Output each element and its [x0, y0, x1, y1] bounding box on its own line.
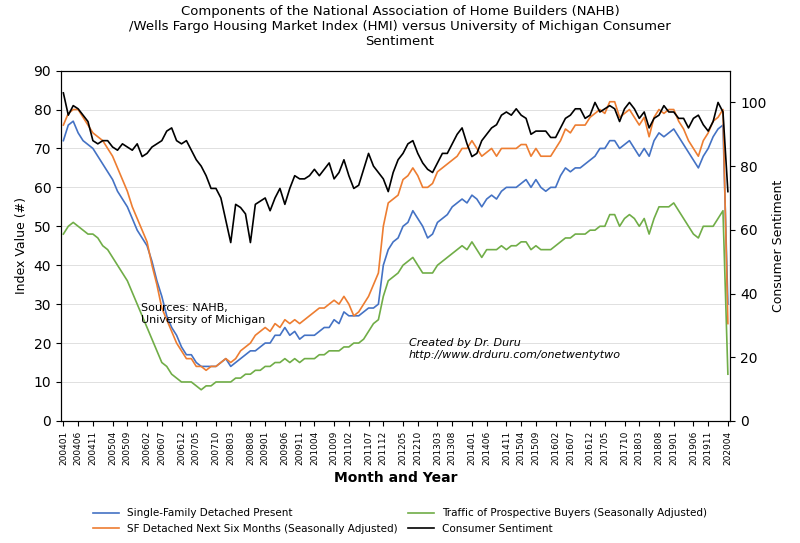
Consumer Sentiment	[58, 90, 68, 96]
Single-Family Detached Present	[69, 118, 78, 124]
SF Detached Next Six Months (Seasonally Adjusted)	[614, 114, 624, 121]
Single-Family Detached Present	[196, 363, 206, 370]
Traffic of Prospective Buyers (Seasonally Adjusted)	[196, 387, 206, 393]
Consumer Sentiment	[600, 105, 610, 112]
Consumer Sentiment	[319, 166, 329, 173]
Consumer Sentiment	[138, 153, 147, 160]
Consumer Sentiment	[226, 239, 235, 246]
SF Detached Next Six Months (Seasonally Adjusted)	[600, 110, 610, 117]
SF Detached Next Six Months (Seasonally Adjusted)	[605, 98, 614, 105]
SF Detached Next Six Months (Seasonally Adjusted)	[319, 305, 329, 311]
Y-axis label: Index Value (#): Index Value (#)	[15, 197, 28, 294]
Single-Family Detached Present	[723, 301, 733, 307]
Single-Family Detached Present	[694, 165, 703, 171]
SF Detached Next Six Months (Seasonally Adjusted)	[610, 98, 619, 105]
Text: Sources: NAHB,
University of Michigan: Sources: NAHB, University of Michigan	[142, 303, 266, 325]
Consumer Sentiment	[723, 188, 733, 195]
Traffic of Prospective Buyers (Seasonally Adjusted)	[669, 200, 678, 206]
Traffic of Prospective Buyers (Seasonally Adjusted)	[600, 223, 610, 230]
Consumer Sentiment	[689, 115, 698, 122]
Line: Consumer Sentiment: Consumer Sentiment	[63, 93, 728, 243]
SF Detached Next Six Months (Seasonally Adjusted)	[723, 320, 733, 327]
Text: Components of the National Association of Home Builders (NAHB)
/Wells Fargo Hous: Components of the National Association o…	[129, 5, 671, 48]
Single-Family Detached Present	[58, 137, 68, 144]
SF Detached Next Six Months (Seasonally Adjusted)	[694, 153, 703, 160]
Single-Family Detached Present	[605, 137, 614, 144]
Single-Family Detached Present	[324, 324, 334, 331]
Line: Traffic of Prospective Buyers (Seasonally Adjusted): Traffic of Prospective Buyers (Seasonall…	[63, 203, 728, 390]
Single-Family Detached Present	[142, 243, 152, 249]
Traffic of Prospective Buyers (Seasonally Adjusted)	[319, 351, 329, 358]
Traffic of Prospective Buyers (Seasonally Adjusted)	[605, 211, 614, 218]
SF Detached Next Six Months (Seasonally Adjusted)	[58, 122, 68, 128]
Y-axis label: Consumer Sentiment: Consumer Sentiment	[772, 180, 785, 312]
Single-Family Detached Present	[610, 137, 619, 144]
Line: Single-Family Detached Present: Single-Family Detached Present	[63, 121, 728, 367]
X-axis label: Month and Year: Month and Year	[334, 471, 458, 484]
Consumer Sentiment	[610, 105, 619, 112]
Legend: Single-Family Detached Present, SF Detached Next Six Months (Seasonally Adjusted: Single-Family Detached Present, SF Detac…	[89, 504, 711, 538]
Line: SF Detached Next Six Months (Seasonally Adjusted): SF Detached Next Six Months (Seasonally …	[63, 102, 728, 370]
SF Detached Next Six Months (Seasonally Adjusted)	[202, 367, 211, 374]
Single-Family Detached Present	[614, 145, 624, 151]
Traffic of Prospective Buyers (Seasonally Adjusted)	[58, 231, 68, 237]
Traffic of Prospective Buyers (Seasonally Adjusted)	[138, 313, 147, 319]
Traffic of Prospective Buyers (Seasonally Adjusted)	[723, 371, 733, 377]
Traffic of Prospective Buyers (Seasonally Adjusted)	[610, 211, 619, 218]
SF Detached Next Six Months (Seasonally Adjusted)	[138, 227, 147, 233]
Traffic of Prospective Buyers (Seasonally Adjusted)	[694, 235, 703, 241]
Consumer Sentiment	[605, 103, 614, 109]
Text: Created by Dr. Duru
http://www.drduru.com/onetwentytwo: Created by Dr. Duru http://www.drduru.co…	[409, 338, 621, 360]
